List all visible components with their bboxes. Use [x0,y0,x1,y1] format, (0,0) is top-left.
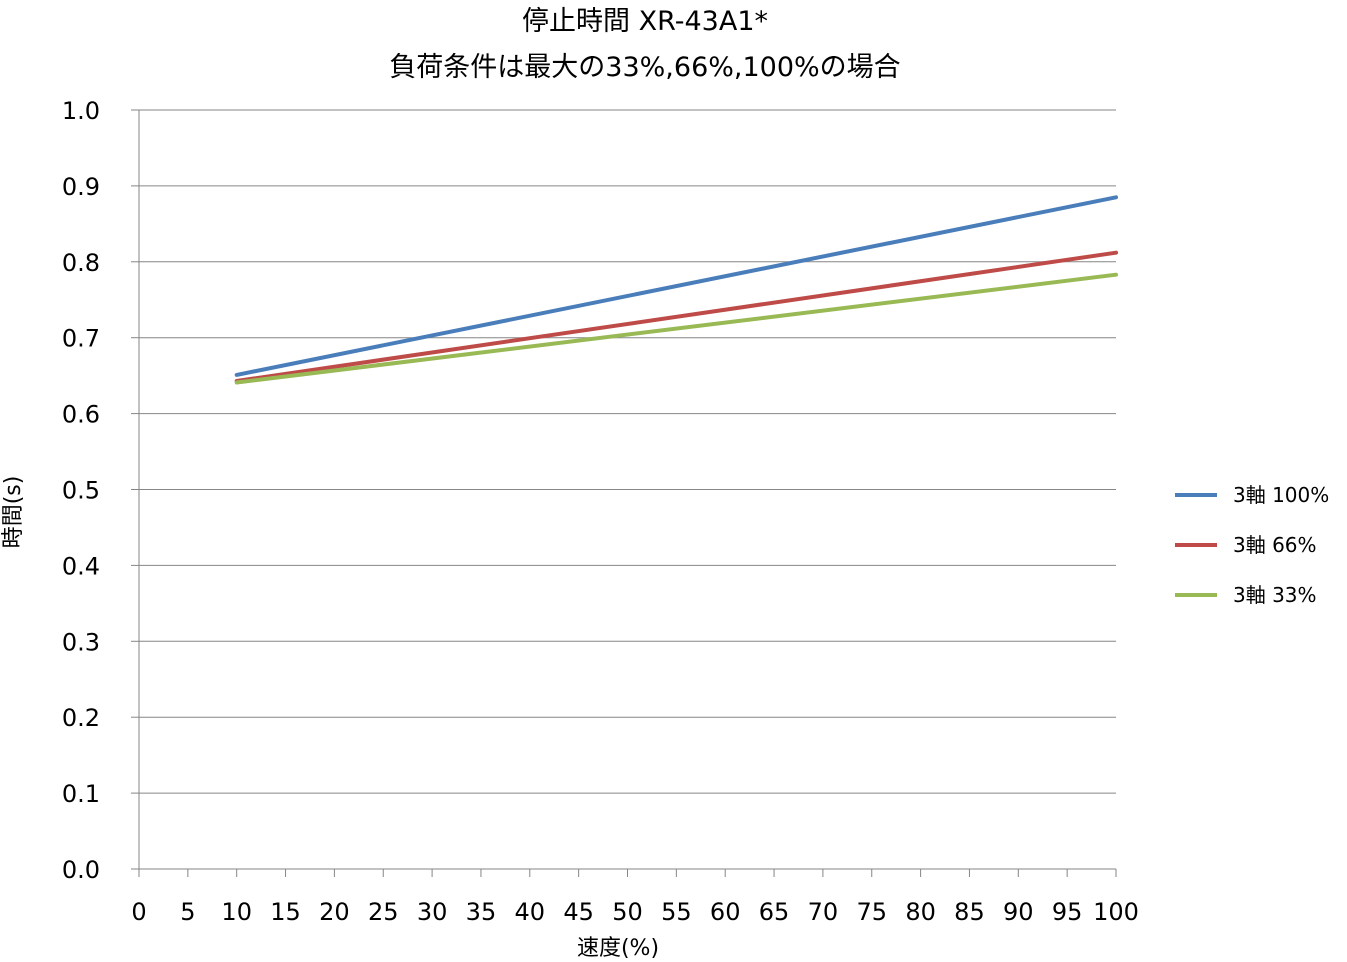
y-tick-label-4: 0.4 [62,552,100,580]
y-tick-label-9: 0.9 [62,173,100,201]
legend-label-1: 3軸 66% [1233,533,1317,557]
y-tick-label-0: 0.0 [62,856,100,884]
axes [131,109,1117,877]
chart-subtitle: 負荷条件は最大の33%,66%,100%の場合 [389,52,900,83]
chart-title: 停止時間 XR-43A1* [522,6,768,37]
series-line-2 [234,272,1118,385]
y-tick-label-7: 0.7 [62,325,100,353]
x-tick-label-12: 60 [710,898,741,926]
legend: 3軸 100% 3軸 66% 3軸 33% [1175,483,1329,607]
x-tick-label-17: 85 [954,898,985,926]
x-tick-label-19: 95 [1052,898,1083,926]
x-tick-label-10: 50 [612,898,643,926]
y-axis-title: 時間(s) [1,476,26,549]
x-tick-label-7: 35 [466,898,497,926]
x-tick-label-5: 25 [368,898,399,926]
tick-labels: 0.0 0.1 0.2 0.3 0.4 0.5 0.6 0.7 0.8 0.9 1.0 0 5 10 15 2… [62,97,1139,926]
x-tick-label-0: 0 [131,898,146,926]
x-tick-label-3: 15 [270,898,301,926]
series-lines [234,195,1118,385]
series-line-1 [234,250,1118,383]
legend-label-2: 3軸 33% [1233,583,1317,607]
x-tick-label-20: 100 [1093,898,1139,926]
y-tick-label-1: 0.1 [62,780,100,808]
x-tick-label-16: 80 [905,898,936,926]
y-tick-label-10: 1.0 [62,97,100,125]
series-line-0 [234,195,1118,377]
x-tick-label-8: 40 [515,898,546,926]
x-tick-label-18: 90 [1003,898,1034,926]
y-tick-label-2: 0.2 [62,704,100,732]
x-tick-label-1: 5 [180,898,195,926]
y-tick-label-6: 0.6 [62,401,100,429]
x-tick-label-14: 70 [808,898,839,926]
x-tick-label-15: 75 [856,898,887,926]
x-tick-label-6: 30 [417,898,448,926]
x-axis-title: 速度(%) [577,936,659,961]
x-tick-label-11: 55 [661,898,692,926]
x-tick-label-2: 10 [221,898,252,926]
legend-label-0: 3軸 100% [1233,483,1329,507]
x-tick-label-4: 20 [319,898,350,926]
gridlines [139,109,1116,794]
y-tick-label-3: 0.3 [62,628,100,656]
y-tick-label-5: 0.5 [62,477,100,505]
x-tick-label-9: 45 [563,898,594,926]
y-tick-label-8: 0.8 [62,249,100,277]
x-tick-label-13: 65 [759,898,790,926]
